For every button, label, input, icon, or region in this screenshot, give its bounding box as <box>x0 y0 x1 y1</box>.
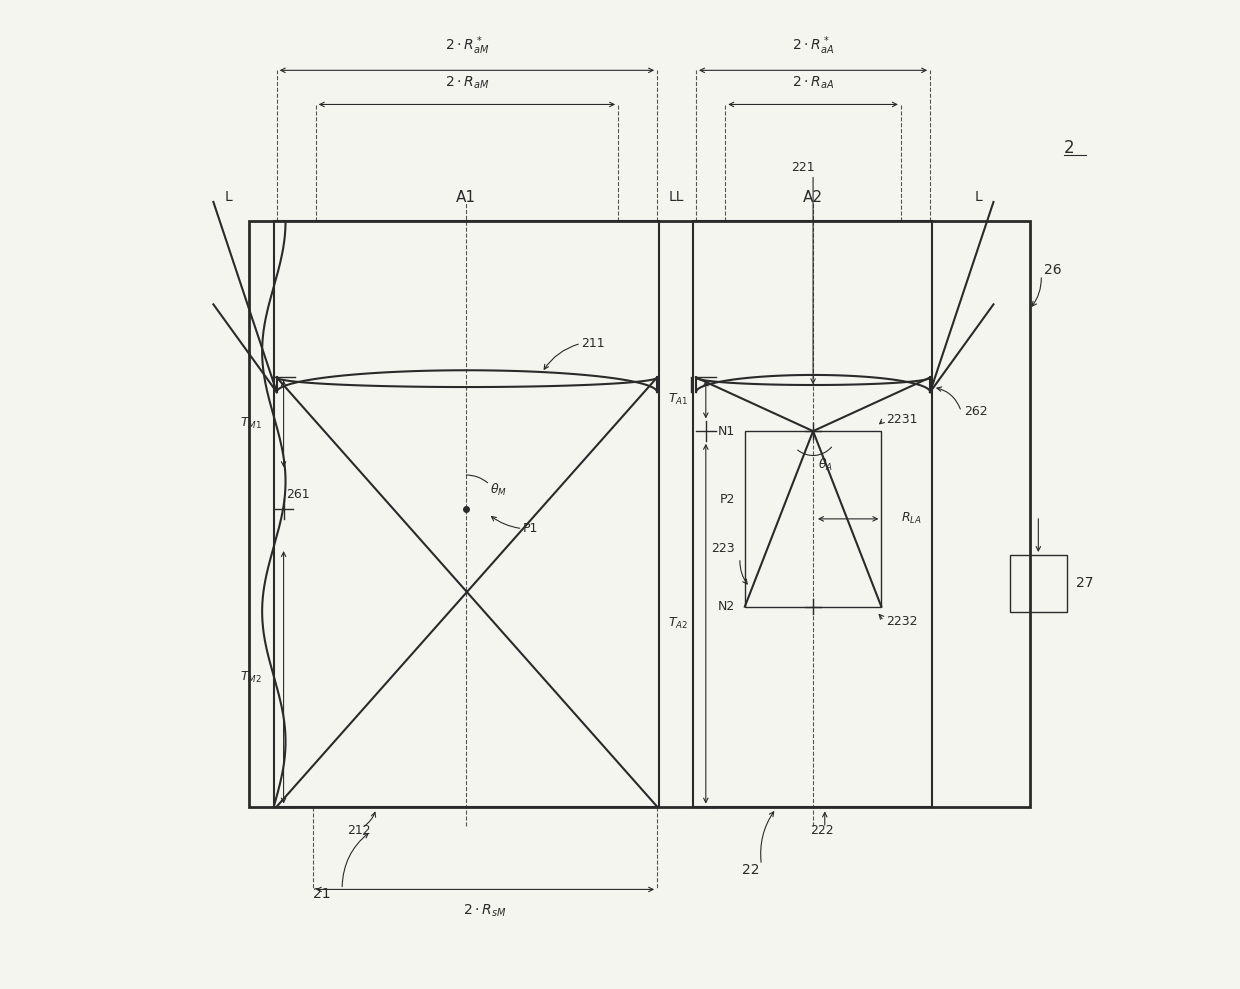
Bar <box>745 431 882 606</box>
Text: N2: N2 <box>718 600 735 613</box>
Text: 22: 22 <box>742 863 759 877</box>
Text: P2: P2 <box>719 493 735 506</box>
Text: $R_{LA}$: $R_{LA}$ <box>900 511 921 526</box>
Text: $2\cdot R_{aA}$: $2\cdot R_{aA}$ <box>792 75 835 91</box>
Text: 27: 27 <box>1076 577 1094 590</box>
Text: L: L <box>224 190 232 204</box>
Text: $T_{A2}$: $T_{A2}$ <box>668 616 688 631</box>
Text: $\theta_A$: $\theta_A$ <box>818 457 833 474</box>
Text: $2\cdot R^*_{aM}$: $2\cdot R^*_{aM}$ <box>445 35 489 57</box>
Text: 221: 221 <box>791 161 815 174</box>
Text: 2232: 2232 <box>887 615 918 628</box>
Text: $T_{M2}$: $T_{M2}$ <box>241 670 262 685</box>
Bar <box>1011 555 1066 611</box>
Text: 261: 261 <box>286 488 310 501</box>
Text: 2231: 2231 <box>887 413 918 426</box>
Text: LL: LL <box>668 190 684 204</box>
Text: A2: A2 <box>804 190 823 205</box>
Text: 211: 211 <box>582 337 605 350</box>
Text: 21: 21 <box>312 887 331 901</box>
Text: 222: 222 <box>810 825 833 838</box>
Text: 262: 262 <box>965 405 988 418</box>
Text: N1: N1 <box>718 424 735 437</box>
Text: 223: 223 <box>712 542 735 555</box>
Text: L: L <box>975 190 983 204</box>
Text: $T_{A1}$: $T_{A1}$ <box>668 392 688 407</box>
Text: 212: 212 <box>347 825 371 838</box>
Text: $2\cdot R_{aM}$: $2\cdot R_{aM}$ <box>445 75 489 91</box>
Bar <box>249 222 1029 807</box>
Bar <box>274 222 658 807</box>
Text: $2\cdot R_{sM}$: $2\cdot R_{sM}$ <box>464 903 507 919</box>
Text: 2: 2 <box>1064 139 1074 157</box>
Text: $\theta_M$: $\theta_M$ <box>490 482 507 497</box>
Bar <box>693 222 932 807</box>
Text: $2\cdot R^*_{aA}$: $2\cdot R^*_{aA}$ <box>792 35 835 57</box>
Text: A1: A1 <box>456 190 476 205</box>
Text: P1: P1 <box>522 522 538 535</box>
Text: 26: 26 <box>1044 263 1061 277</box>
Text: $T_{M1}$: $T_{M1}$ <box>241 416 262 431</box>
